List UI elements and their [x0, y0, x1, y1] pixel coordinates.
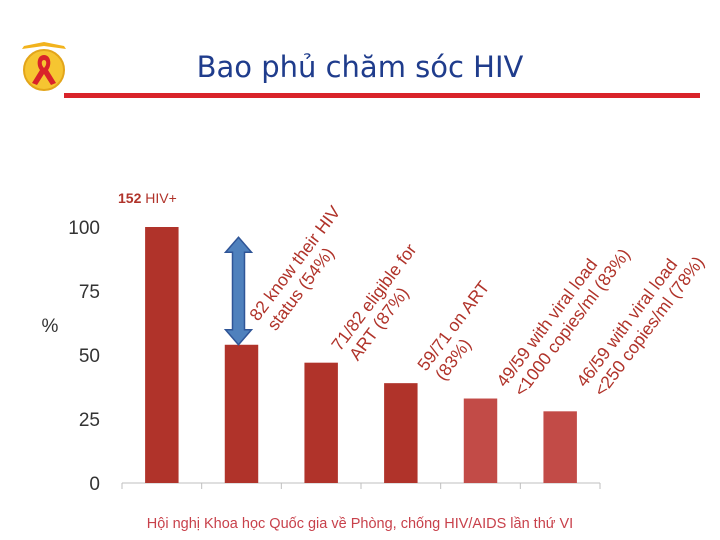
y-axis-label: % — [42, 316, 59, 337]
y-tick-label: 75 — [79, 282, 100, 303]
hiv-positive-label: HIV+ — [141, 190, 176, 206]
y-tick-label: 50 — [79, 346, 100, 367]
slide-title: Bao phủ chăm sóc HIV — [196, 50, 524, 84]
stage-annotation: 71/82 eligible forART (87%) — [327, 240, 436, 367]
bar — [304, 362, 338, 483]
y-tick-label: 100 — [68, 218, 100, 239]
y-tick-label: 25 — [79, 410, 100, 431]
stage-annotation: 59/71 on ART(83%) — [413, 277, 509, 387]
double-arrow-icon — [223, 236, 254, 346]
bar — [543, 411, 577, 483]
hiv-positive-count: 152 HIV+ — [118, 190, 177, 206]
bar — [463, 398, 498, 483]
footer-conference-name: Hội nghị Khoa học Quốc gia về Phòng, chố… — [146, 516, 574, 532]
conference-logo — [22, 42, 66, 91]
bar — [384, 383, 418, 483]
bar — [145, 227, 179, 483]
bar — [224, 344, 259, 483]
y-tick-label: 0 — [89, 474, 100, 495]
hiv-positive-number: 152 — [118, 190, 142, 206]
title-divider — [64, 93, 700, 98]
stage-annotation: 82 know their HIVstatus (54%) — [245, 202, 360, 337]
